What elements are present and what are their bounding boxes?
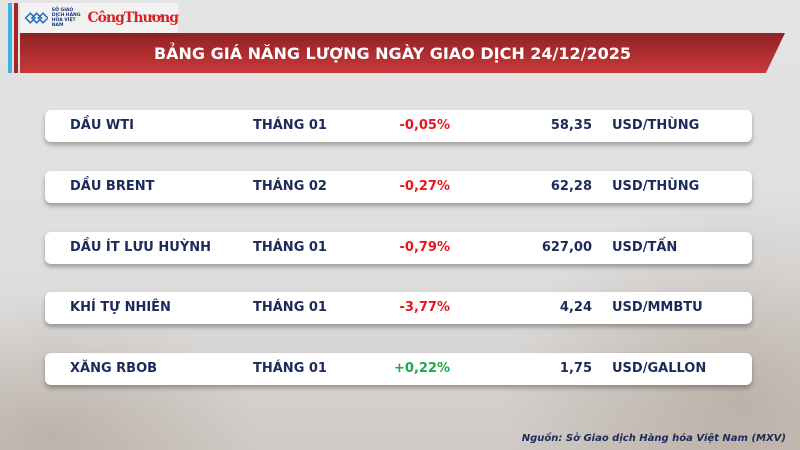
title-bar: BẢNG GIÁ NĂNG LƯỢNG NGÀY GIAO DỊCH 24/12…	[20, 33, 785, 73]
price-value: 62,28	[550, 179, 592, 194]
commodity-name: KHÍ TỰ NHIÊN	[70, 300, 171, 315]
page-title: BẢNG GIÁ NĂNG LƯỢNG NGÀY GIAO DỊCH 24/12…	[153, 43, 632, 63]
sgd-logo-icon	[24, 12, 48, 24]
price-row: DẦU ÍT LƯU HUỲNH THÁNG 01 -0,79% 627,00 …	[45, 232, 752, 264]
price-row: DẦU BRENT THÁNG 02 -0,27% 62,28 USD/THÙN…	[45, 171, 752, 203]
commodity-name: DẦU ÍT LƯU HUỲNH	[70, 240, 212, 255]
contract-month: THÁNG 01	[253, 118, 327, 133]
price-change: -3,77%	[399, 300, 451, 315]
sgd-logo-text: SỞ GIAO DỊCH HÀNG HÓA VIỆT NAM	[51, 8, 81, 28]
price-unit: USD/THÙNG	[612, 118, 700, 133]
commodity-name: DẦU BRENT	[70, 179, 155, 194]
contract-month: THÁNG 01	[253, 361, 327, 376]
price-value: 4,24	[559, 300, 592, 315]
price-unit: USD/TẤN	[612, 240, 678, 255]
congthuong-logo: CôngThương	[87, 10, 179, 26]
price-row: KHÍ TỰ NHIÊN THÁNG 01 -3,77% 4,24 USD/MM…	[45, 292, 752, 324]
accent-stripe	[8, 3, 12, 73]
price-row: DẦU WTI THÁNG 01 -0,05% 58,35 USD/THÙNG	[45, 110, 752, 142]
price-unit: USD/MMBTU	[612, 300, 703, 315]
price-value: 58,35	[550, 118, 592, 133]
price-row: XĂNG RBOB THÁNG 01 +0,22% 1,75 USD/GALLO…	[45, 353, 752, 385]
contract-month: THÁNG 01	[253, 300, 327, 315]
logo-area: SỞ GIAO DỊCH HÀNG HÓA VIỆT NAM CôngThươn…	[20, 3, 179, 33]
price-value: 627,00	[541, 240, 592, 255]
price-unit: USD/GALLON	[612, 361, 707, 376]
contract-month: THÁNG 02	[253, 179, 327, 194]
contract-month: THÁNG 01	[253, 240, 327, 255]
accent-stripe	[14, 3, 18, 73]
source-note: Nguồn: Sở Giao dịch Hàng hóa Việt Nam (M…	[521, 433, 786, 444]
price-change: +0,22%	[394, 361, 450, 376]
price-change: -0,27%	[399, 179, 451, 194]
commodity-name: DẦU WTI	[70, 118, 134, 133]
price-change: -0,79%	[399, 240, 451, 255]
price-value: 1,75	[559, 361, 592, 376]
commodity-name: XĂNG RBOB	[70, 361, 158, 376]
price-change: -0,05%	[399, 118, 451, 133]
price-unit: USD/THÙNG	[612, 179, 700, 194]
